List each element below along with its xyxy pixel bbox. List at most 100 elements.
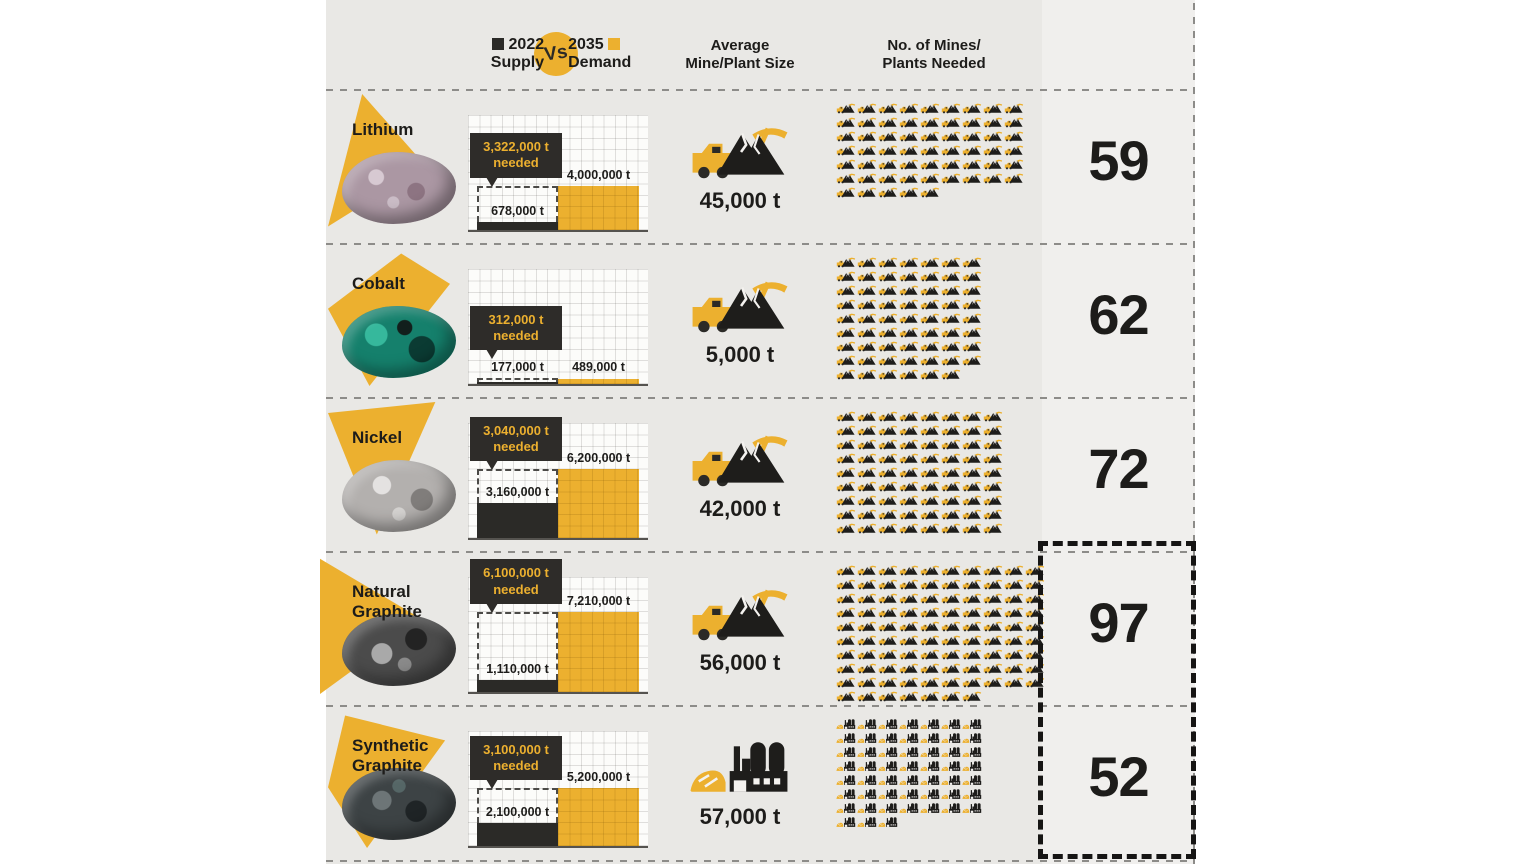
mine-icon	[899, 116, 919, 129]
mine-icon	[836, 158, 856, 171]
mine-icon	[920, 676, 940, 689]
mine-icon	[857, 368, 877, 381]
mine-icon	[941, 102, 961, 115]
factory-icon	[836, 760, 856, 773]
mine-icon	[920, 354, 940, 367]
demand-value: 5,200,000 t	[566, 770, 631, 785]
mine-icon	[920, 620, 940, 633]
column-header-mines-needed: No. of Mines/Plants Needed	[882, 36, 986, 73]
mine-icon	[899, 578, 919, 591]
mine-icon	[962, 256, 982, 269]
mine-icon	[899, 634, 919, 647]
factory-icon	[962, 802, 982, 815]
legend-demand: 2035 Demand	[568, 35, 632, 71]
mine-icon	[983, 172, 1003, 185]
mine-icon	[941, 410, 961, 423]
factory-icon	[857, 746, 877, 759]
cobalt-rock-photo	[342, 306, 456, 378]
mine-icon	[962, 452, 982, 465]
factory-icon	[920, 774, 940, 787]
mine-icon	[836, 354, 856, 367]
avg-size-cell: 5,000 t	[654, 244, 826, 398]
mine-icon	[836, 438, 856, 451]
mine-icon	[899, 648, 919, 661]
plants-count: 52	[1088, 744, 1149, 808]
mine-icon	[920, 578, 940, 591]
needed-box	[477, 611, 558, 680]
mine-icon	[941, 312, 961, 325]
mine-icon	[983, 578, 1003, 591]
supply-demand-chart: 2,100,000 t 5,200,000 t 3,100,000 t neede…	[468, 731, 648, 848]
mine-icon	[836, 452, 856, 465]
supply-demand-chart: 3,160,000 t 6,200,000 t 3,040,000 t neede…	[468, 416, 648, 540]
factory-icon	[878, 718, 898, 731]
mine-icon	[962, 158, 982, 171]
mineral-cell: Lithium	[326, 90, 468, 244]
supply-value: 1,110,000 t	[486, 661, 549, 676]
mine-icon	[836, 116, 856, 129]
mine-icon	[878, 186, 898, 199]
avg-size-cell: 42,000 t	[654, 398, 826, 552]
mines-pictogram-grid	[836, 564, 1046, 703]
mine-icon	[962, 592, 982, 605]
mine-icon	[857, 508, 877, 521]
mine-icon	[983, 424, 1003, 437]
mine-icon	[836, 676, 856, 689]
mine-icon	[878, 592, 898, 605]
mine-icon	[941, 690, 961, 703]
factory-icon	[920, 760, 940, 773]
mine-icon	[899, 368, 919, 381]
demand-bar	[558, 611, 639, 692]
mine-icon	[1004, 578, 1024, 591]
mine-icon	[920, 158, 940, 171]
factory-icon	[836, 718, 856, 731]
mine-icon	[920, 494, 940, 507]
mines-count: 72	[1088, 436, 1149, 500]
mine-icon	[962, 270, 982, 283]
mine-icon	[857, 130, 877, 143]
mine-icon	[899, 354, 919, 367]
mine-icon	[899, 312, 919, 325]
factory-icon	[836, 816, 856, 829]
mine-icon	[857, 144, 877, 157]
avg-size-cell: 57,000 t	[654, 706, 826, 860]
factory-icon	[941, 760, 961, 773]
mine-icon	[836, 312, 856, 325]
mine-icon	[920, 284, 940, 297]
mine-icon	[920, 368, 940, 381]
mine-icon	[962, 662, 982, 675]
factory-icon	[899, 788, 919, 801]
mine-icon	[920, 340, 940, 353]
mine-icon	[941, 508, 961, 521]
mine-icon	[920, 130, 940, 143]
mine-icon	[962, 102, 982, 115]
mine-icon	[983, 452, 1003, 465]
needed-box	[477, 469, 558, 503]
mine-icon	[836, 634, 856, 647]
mine-icon	[857, 494, 877, 507]
mine-icon	[857, 340, 877, 353]
mine-icon	[857, 578, 877, 591]
mine-icon	[962, 326, 982, 339]
demand-color-swatch	[608, 37, 621, 50]
mine-icon	[962, 116, 982, 129]
factory-icon	[962, 760, 982, 773]
mine-icon	[962, 606, 982, 619]
mine-icon	[941, 368, 961, 381]
mine-icon	[983, 620, 1003, 633]
mine-icon	[941, 256, 961, 269]
mine-icon	[920, 186, 940, 199]
mine-icon	[1004, 676, 1024, 689]
mine-icon	[941, 578, 961, 591]
mine-icon	[899, 494, 919, 507]
mine-icon	[941, 662, 961, 675]
mine-icon	[962, 298, 982, 311]
mine-icon	[836, 578, 856, 591]
mine-icon	[920, 144, 940, 157]
mine-icon	[941, 144, 961, 157]
mine-icon	[836, 298, 856, 311]
mine-icon	[878, 662, 898, 675]
mine-icon	[899, 606, 919, 619]
mine-icon	[878, 438, 898, 451]
mine-icon	[920, 564, 940, 577]
